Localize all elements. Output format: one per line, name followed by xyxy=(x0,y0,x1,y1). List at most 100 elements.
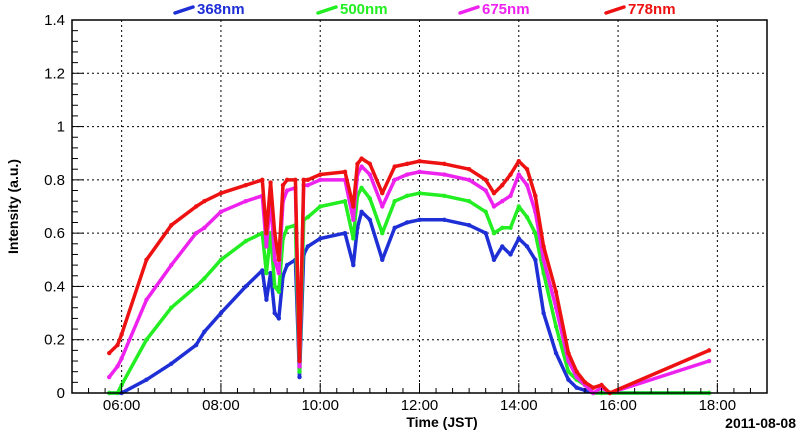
data-point-500nm xyxy=(524,214,530,220)
data-point-778nm xyxy=(297,358,302,364)
data-point-778nm xyxy=(508,172,513,177)
series-line-500nm xyxy=(107,186,711,395)
data-point-778nm xyxy=(318,172,323,177)
series-368nm xyxy=(107,209,712,396)
data-point-778nm xyxy=(417,159,422,164)
data-point-368nm xyxy=(491,257,497,262)
data-point-500nm xyxy=(533,230,538,236)
data-point-500nm xyxy=(305,214,311,220)
data-point-675nm xyxy=(483,188,488,193)
data-point-778nm xyxy=(483,177,488,183)
data-point-778nm xyxy=(293,177,298,183)
data-point-368nm xyxy=(483,230,488,236)
data-point-778nm xyxy=(533,193,538,199)
data-point-675nm xyxy=(508,193,513,199)
series-778nm xyxy=(107,156,712,396)
data-point-778nm xyxy=(144,257,149,262)
x-tick-label: 08:00 xyxy=(202,397,240,414)
data-point-675nm xyxy=(243,198,248,204)
data-point-368nm xyxy=(264,297,269,302)
data-point-675nm xyxy=(297,364,302,369)
data-point-778nm xyxy=(115,342,120,348)
series-675nm xyxy=(107,164,712,396)
data-point-368nm xyxy=(260,268,265,273)
data-point-778nm xyxy=(706,348,712,353)
data-point-675nm xyxy=(193,230,199,236)
data-point-368nm xyxy=(305,244,311,249)
data-point-500nm xyxy=(508,225,513,231)
data-point-778nm xyxy=(574,369,579,374)
data-point-778nm xyxy=(260,177,265,183)
data-point-368nm xyxy=(404,220,410,225)
data-point-675nm xyxy=(202,225,207,231)
data-point-778nm xyxy=(380,190,385,196)
data-point-778nm xyxy=(367,161,373,167)
data-point-778nm xyxy=(541,244,546,249)
data-point-500nm xyxy=(318,204,323,209)
data-point-675nm xyxy=(264,244,269,249)
data-point-500nm xyxy=(442,193,447,199)
data-point-368nm xyxy=(318,236,323,241)
data-point-675nm xyxy=(367,172,373,177)
legend: 368nm 500nm 675nm 778nm xyxy=(173,1,676,18)
data-point-675nm xyxy=(169,262,174,268)
legend-swatch xyxy=(316,5,338,15)
data-point-675nm xyxy=(442,172,447,177)
data-point-778nm xyxy=(301,177,306,183)
data-point-778nm xyxy=(218,190,224,196)
data-point-368nm xyxy=(500,244,505,249)
data-point-500nm xyxy=(392,198,397,204)
data-point-368nm xyxy=(392,225,397,231)
data-point-778nm xyxy=(359,156,364,161)
data-point-368nm xyxy=(351,262,356,268)
data-point-368nm xyxy=(359,209,364,215)
data-point-368nm xyxy=(516,236,521,241)
x-tick-label: 16:00 xyxy=(599,397,637,414)
data-point-675nm xyxy=(107,374,112,380)
data-point-500nm xyxy=(202,276,207,281)
data-point-368nm xyxy=(553,350,559,356)
data-point-500nm xyxy=(144,337,149,342)
data-point-778nm xyxy=(582,380,588,385)
series-layer xyxy=(107,156,712,396)
data-point-368nm xyxy=(297,374,302,380)
data-point-778nm xyxy=(404,161,410,167)
data-point-368nm xyxy=(566,377,571,382)
data-point-368nm xyxy=(342,230,348,236)
data-point-368nm xyxy=(508,252,513,257)
data-point-675nm xyxy=(491,204,497,209)
data-point-778nm xyxy=(169,222,174,228)
data-point-675nm xyxy=(541,257,546,262)
data-point-368nm xyxy=(355,225,360,231)
data-point-675nm xyxy=(392,177,397,183)
data-point-778nm xyxy=(264,230,269,236)
data-point-675nm xyxy=(359,164,364,169)
data-point-500nm xyxy=(491,230,497,236)
data-point-500nm xyxy=(193,284,199,289)
y-tick-label: 1.4 xyxy=(44,12,65,29)
data-point-368nm xyxy=(169,361,174,366)
data-point-675nm xyxy=(500,198,505,204)
data-point-675nm xyxy=(516,172,521,177)
data-point-778nm xyxy=(107,350,112,356)
data-point-500nm xyxy=(272,284,277,289)
data-point-368nm xyxy=(268,270,273,276)
data-point-500nm xyxy=(380,230,385,236)
data-point-675nm xyxy=(115,364,120,369)
series-line-778nm xyxy=(107,156,711,395)
data-point-500nm xyxy=(264,270,269,276)
data-point-778nm xyxy=(553,289,559,294)
data-point-500nm xyxy=(297,369,302,374)
legend-swatch xyxy=(458,5,480,15)
data-point-675nm xyxy=(706,358,712,364)
data-point-778nm xyxy=(272,230,277,236)
data-point-778nm xyxy=(566,350,571,356)
data-point-778nm xyxy=(276,257,282,262)
data-point-778nm xyxy=(284,177,290,183)
data-point-500nm xyxy=(417,190,422,196)
data-point-368nm xyxy=(380,257,385,262)
data-point-778nm xyxy=(342,169,348,175)
data-point-500nm xyxy=(466,198,472,204)
x-tick-label: 06:00 xyxy=(103,397,141,414)
